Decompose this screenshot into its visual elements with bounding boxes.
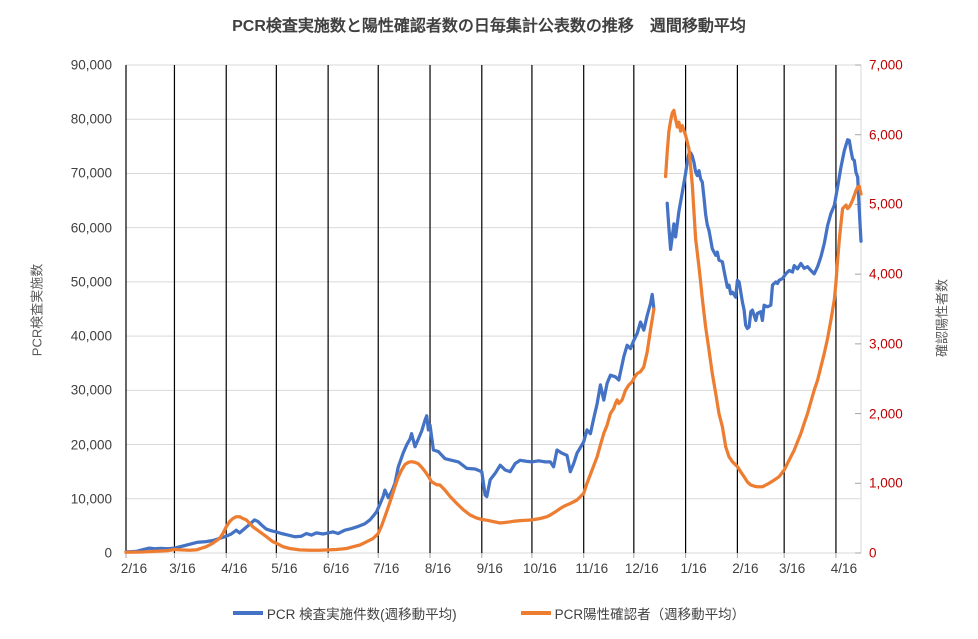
series-line-pcr-tests	[124, 292, 656, 554]
series-line-pcr-tests	[665, 138, 863, 331]
legend-line-orange-icon	[520, 611, 551, 615]
legend-item-pcr-tests: PCR 検査実施件数(週移動平均)	[232, 603, 457, 623]
legend-line-blue-icon	[232, 611, 263, 615]
series-line-positive-cases	[663, 108, 863, 489]
legend: PCR 検査実施件数(週移動平均) PCR陽性確認者（週移動平均）	[0, 603, 978, 623]
series-line-positive-cases	[124, 307, 656, 554]
legend-label-positive-cases: PCR陽性確認者（週移動平均）	[554, 607, 746, 622]
legend-item-positive-cases: PCR陽性確認者（週移動平均）	[520, 603, 746, 623]
chart-title: PCR検査実施数と陽性確認者数の日毎集計公表数の推移 週間移動平均	[232, 18, 746, 35]
legend-label-pcr-tests: PCR 検査実施件数(週移動平均)	[266, 607, 457, 622]
